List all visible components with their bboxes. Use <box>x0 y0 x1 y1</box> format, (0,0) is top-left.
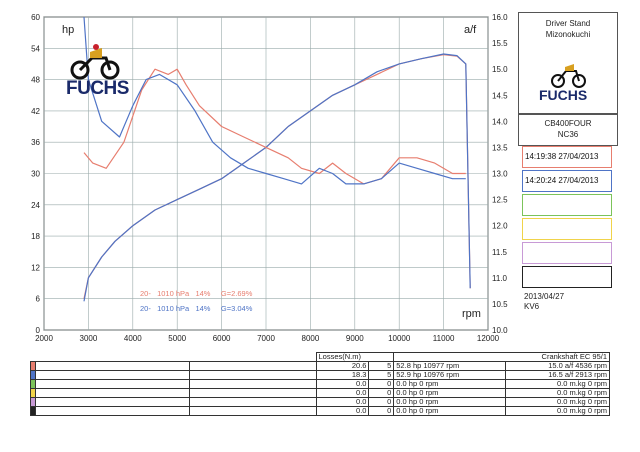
y-tick-label: 30 <box>31 170 40 179</box>
table-row: 0.0 0 0.0 hp 0 rpm 0.0 m.kg 0 rpm <box>30 379 611 389</box>
series-line-3 <box>83 68 466 185</box>
x-tick-label: 10000 <box>388 334 411 343</box>
y2-tick-label: 14.0 <box>492 117 508 126</box>
y2-tick-label: 15.5 <box>492 39 508 48</box>
x-tick-label: 11000 <box>433 334 455 343</box>
y-tick-label: 18 <box>31 232 40 241</box>
right-axis-label: a/f <box>464 24 477 36</box>
date-panel: 2013/04/27 KV6 <box>518 290 616 320</box>
y2-tick-label: 11.0 <box>492 274 508 283</box>
y2-tick-label: 14.5 <box>492 91 508 100</box>
y2-tick-label: 11.5 <box>492 248 508 257</box>
fuchs-logo-text: FUCHS <box>66 78 129 99</box>
x-tick-label: 12000 <box>477 334 500 343</box>
y2-tick-label: 12.0 <box>492 222 508 231</box>
table-header-row: Losses(N.m) Crankshaft EC 95/1 <box>31 352 610 362</box>
panel-logo-text: FUCHS <box>539 87 588 103</box>
test-date: 2013/04/27 <box>524 292 565 301</box>
run-slot-4-label <box>523 219 611 224</box>
y2-tick-label: 10.0 <box>492 326 508 335</box>
x-tick-label: 4000 <box>124 334 142 343</box>
left-axis-ticks: 0 6 12 18 24 30 36 42 48 54 60 <box>31 13 40 335</box>
results-table: Losses(N.m) Crankshaft EC 95/1 20.6 5 52… <box>30 352 611 416</box>
loss-value: 0.0 <box>315 406 370 416</box>
x-tick-label: 3000 <box>80 334 98 343</box>
fuchs-logo: FUCHS <box>66 44 129 106</box>
y-tick-label: 60 <box>31 13 40 22</box>
x-tick-label: 5000 <box>168 334 186 343</box>
station-name: Driver Stand <box>545 19 591 28</box>
y2-tick-label: 12.5 <box>492 196 508 205</box>
power-value: 0.0 hp 0 rpm <box>393 406 506 416</box>
y-tick-label: 42 <box>31 107 40 116</box>
loss-count: 0 <box>368 406 395 416</box>
y-tick-label: 6 <box>36 295 41 304</box>
y2-tick-label: 16.0 <box>492 13 508 22</box>
y2-tick-label: 13.0 <box>492 170 508 179</box>
x-tick-label: 7000 <box>257 334 275 343</box>
series-lines <box>83 16 471 302</box>
run2-note: 20- 1010 hPa 14% G=3.04% <box>140 304 253 313</box>
run-slot-3-label <box>523 195 611 200</box>
y-tick-label: 24 <box>31 201 40 210</box>
series-line-2 <box>83 53 471 302</box>
run-slot-6-label <box>523 267 611 272</box>
right-axis-ticks: 10.0 10.5 11.0 11.5 12.0 12.5 13.0 13.5 14.0 14.5… <box>492 13 508 335</box>
y2-tick-label: 13.5 <box>492 143 508 152</box>
torque-value: 0.0 m.kg 0 rpm <box>504 406 611 416</box>
run1-note: 20- 1010 hPa 14% G=2.69% <box>140 289 253 298</box>
station-panel: Driver Stand Mizonokuchi FUCHS <box>518 12 618 114</box>
y-tick-label: 48 <box>31 76 40 85</box>
x-tick-label: 2000 <box>35 334 53 343</box>
run-slot-1-label: 14:19:38 27/04/2013 <box>525 152 599 161</box>
y2-tick-label: 15.0 <box>492 65 508 74</box>
run-slot-2-label: 14:20:24 27/04/2013 <box>525 176 599 185</box>
series-line-4 <box>83 16 466 185</box>
small-motorcycle-icon <box>551 64 586 88</box>
table-row: 0.0 0 0.0 hp 0 rpm 0.0 m.kg 0 rpm <box>30 406 611 416</box>
motorcycle-icon <box>70 44 120 80</box>
x-tick-label: 8000 <box>302 334 320 343</box>
run-slot-2: 14:20:24 27/04/2013 <box>522 170 612 192</box>
table-row: 0.0 0 0.0 hp 0 rpm 0.0 m.kg 0 rpm <box>30 397 611 407</box>
x-tick-label: 9000 <box>346 334 364 343</box>
run-slot-1: 14:19:38 27/04/2013 <box>522 146 612 168</box>
x-tick-label: 6000 <box>213 334 231 343</box>
y-tick-label: 12 <box>31 263 40 272</box>
y-tick-label: 0 <box>36 326 41 335</box>
run-slot-6 <box>522 266 612 288</box>
model-panel: CB400FOUR NC36 <box>518 114 618 146</box>
dyno-chart: 0 6 12 18 24 30 36 42 48 54 60 10.0 10.5 11.0 11.5 12.… <box>31 13 508 343</box>
test-code: KV6 <box>524 302 540 311</box>
station-location: Mizonokuchi <box>545 30 591 39</box>
y2-tick-label: 10.5 <box>492 300 508 309</box>
table-row: 18.3 5 52.9 hp 10976 rpm 16.5 a/f 2913 r… <box>30 370 611 380</box>
run-slot-4 <box>522 218 612 240</box>
model-code: NC36 <box>557 130 579 139</box>
x-axis-ticks: 2000 3000 4000 5000 6000 7000 8000 9000 10000 110… <box>35 334 500 343</box>
run-slot-5-label <box>523 243 611 248</box>
x-axis-label: rpm <box>462 308 481 320</box>
table-row: 20.6 5 52.8 hp 10977 rpm 15.0 a/f 4536 r… <box>30 361 611 371</box>
grid-lines <box>43 16 489 331</box>
y-tick-label: 54 <box>31 44 40 53</box>
y-tick-label: 36 <box>31 138 40 147</box>
model-name: CB400FOUR <box>544 119 592 128</box>
left-axis-label: hp <box>62 24 75 36</box>
table-row: 0.0 0 0.0 hp 0 rpm 0.0 m.kg 0 rpm <box>30 388 611 398</box>
run-slot-3 <box>522 194 612 216</box>
run-slot-5 <box>522 242 612 264</box>
